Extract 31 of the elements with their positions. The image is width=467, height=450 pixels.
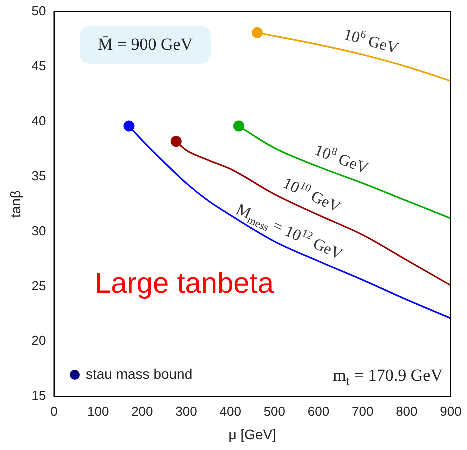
x-tick-label: 700	[352, 404, 374, 419]
y-tick-label: 30	[32, 223, 46, 238]
y-tick-label: 20	[32, 333, 46, 348]
point	[124, 120, 135, 132]
y-tick-label: 40	[32, 113, 46, 128]
y-tick-label: 15	[32, 388, 46, 404]
point	[233, 120, 244, 132]
y-tick-label: 45	[32, 58, 46, 74]
y-tick-label: 25	[32, 278, 46, 294]
text: 106 GeV	[342, 26, 401, 58]
x-tick-label: 900	[440, 404, 462, 419]
y-axis-title: tanβ	[7, 190, 24, 218]
x-tick-label: 800	[396, 404, 418, 419]
y-tick-label: 35	[32, 168, 46, 184]
x-tick-label: 400	[220, 404, 242, 419]
y-tick-label: 50	[32, 4, 46, 19]
annotation: stau mass bound	[86, 366, 193, 382]
x-axis-title: μ [GeV]	[228, 426, 277, 442]
annotation: m$_{t}$ = 170.9 GeV	[333, 366, 443, 390]
x-tick-label: 100	[87, 404, 110, 419]
annotation: M̄ = 900 GeV	[80, 26, 212, 64]
text: 108 GeV	[312, 142, 371, 178]
x-tick-label: 0	[50, 404, 58, 419]
x-tick-label: 600	[308, 404, 330, 419]
point	[170, 136, 182, 148]
annotation: Large tanbeta	[95, 268, 274, 301]
point	[252, 27, 263, 38]
x-tick-label: 300	[176, 404, 198, 419]
x-tick-label: 200	[132, 404, 154, 419]
x-tick-label: 500	[264, 404, 286, 419]
text: 1010 GeV	[280, 175, 344, 217]
